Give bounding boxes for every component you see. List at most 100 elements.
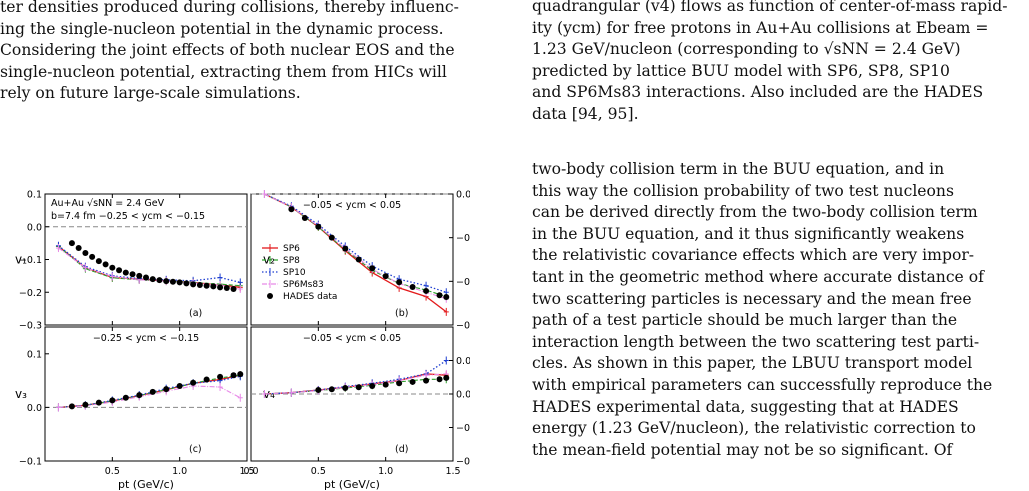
right-column-text: two-body collision term in the BUU equat… — [532, 159, 1026, 461]
hades-data-point — [409, 284, 416, 291]
hades-data-point — [203, 376, 210, 383]
text-line: energy (1.23 GeV/nucleon), the relativis… — [532, 419, 976, 438]
hades-data-point — [230, 372, 237, 379]
legend-hades-marker — [267, 293, 273, 299]
y-tick-label: −0.1 — [19, 255, 42, 266]
series-sp10-line — [264, 193, 447, 293]
y-axis-label: v₃ — [15, 387, 27, 401]
x-axis-label: pt (GeV/c) — [324, 478, 380, 491]
x-tick-label: 1.0 — [378, 466, 393, 477]
hades-data-point — [68, 240, 75, 247]
hades-data-point — [230, 285, 237, 292]
x-tick-label: 0.5 — [311, 466, 326, 477]
hades-data-point — [136, 392, 143, 399]
hades-data-point — [143, 274, 149, 281]
hades-data-point — [196, 282, 203, 289]
legend-label: SP8 — [283, 256, 300, 266]
text-line: interaction length between the two scatt… — [532, 332, 980, 351]
panel-tag: (b) — [395, 308, 408, 319]
hades-data-point — [223, 284, 230, 291]
y-tick-label: 0.0 — [27, 222, 42, 233]
y-tick-label: 0.1 — [27, 190, 42, 201]
hades-data-point — [169, 278, 176, 285]
caption-line: predicted by lattice BUU model with SP6,… — [532, 61, 950, 80]
annotation-text: Au+Au √sNN = 2.4 GeV — [51, 198, 165, 209]
legend-label: SP10 — [283, 268, 306, 278]
caption-line: data [94, 95]. — [532, 104, 639, 123]
caption-line: and SP6Ms83 interactions. Also included … — [532, 83, 984, 102]
panel-frame-c — [44, 326, 248, 462]
hades-data-point — [203, 282, 210, 289]
y-tick-label: −0.10 — [456, 457, 470, 468]
hades-data-point — [315, 223, 322, 230]
hades-data-point — [217, 373, 224, 380]
legend-label: HADES data — [283, 292, 337, 302]
y-tick-label: 0.05 — [456, 356, 470, 367]
panel-tag: (d) — [395, 444, 408, 455]
hades-data-point — [396, 380, 403, 387]
annotation-text: b=7.4 fm −0.25 < ycm < −0.15 — [51, 211, 205, 222]
caption-line: 1.23 GeV/nucleon (corresponding to √sNN … — [532, 40, 961, 59]
caption-line: quadrangular (v4) flows as function of c… — [532, 0, 1008, 15]
annotation-text: −0.05 < ycm < 0.05 — [303, 200, 401, 211]
caption-line: ity (ycm) for free protons in Au+Au coll… — [532, 18, 989, 37]
hades-data-point — [183, 280, 190, 287]
hades-data-point — [355, 256, 362, 263]
hades-data-point — [68, 403, 75, 410]
hades-data-point — [409, 378, 416, 385]
series-sp10-line — [58, 245, 241, 284]
hades-data-point — [210, 283, 217, 290]
hades-data-point — [369, 265, 376, 272]
y-tick-label: 0.00 — [456, 390, 470, 401]
hades-data-point — [163, 278, 170, 285]
hades-data-point — [436, 376, 443, 383]
hades-data-point — [75, 245, 82, 252]
text-line: in the BUU equation, and it thus signifi… — [532, 224, 965, 243]
y-tick-label: −0.1 — [19, 457, 42, 468]
hades-data-point — [122, 269, 129, 276]
hades-data-point — [190, 379, 197, 386]
text-line: with empirical parameters can successful… — [532, 375, 993, 394]
hades-data-point — [423, 287, 430, 294]
hades-data-point — [109, 264, 116, 271]
text-line: can be derived directly from the two-bod… — [532, 203, 978, 222]
series-sp6ms83-line — [58, 385, 241, 408]
text-line: cles. As shown in this paper, the LBUU t… — [532, 354, 973, 373]
hades-data-point — [116, 267, 123, 274]
hades-data-point — [342, 384, 349, 391]
text-line: Considering the joint effects of both nu… — [0, 41, 455, 60]
x-tick-label: 0.5 — [105, 466, 120, 477]
text-line: this way the collision probability of tw… — [532, 181, 954, 200]
text-line: path of a test particle should be much l… — [532, 311, 958, 330]
hades-data-point — [82, 401, 89, 408]
hades-data-point — [95, 399, 102, 406]
hades-data-point — [355, 384, 362, 391]
hades-data-point — [156, 277, 163, 284]
text-line: ter densities produced during collisions… — [0, 0, 459, 16]
y-axis-label: v₁ — [15, 253, 27, 267]
y-tick-label: −0.3 — [19, 321, 42, 332]
x-tick-label: 1.5 — [239, 466, 254, 477]
text-line: tant in the geometric method where accur… — [532, 267, 984, 286]
hades-data-point — [95, 258, 102, 265]
hades-data-point — [176, 382, 183, 389]
hades-data-point — [190, 281, 197, 288]
flow-figure: 0.1 0.0 −0.1 −0.2 −0.3 v₁ Au+Au √sNN = 2.4 GeV… — [15, 190, 470, 491]
hades-data-point — [443, 294, 450, 301]
hades-data-point — [436, 292, 443, 299]
hades-data-point — [382, 381, 389, 388]
hades-data-point — [82, 249, 89, 256]
hades-data-point — [149, 276, 156, 283]
text-line: HADES experimental data, suggesting that… — [532, 397, 959, 416]
hades-data-point — [328, 234, 335, 241]
hades-data-point — [301, 215, 308, 222]
hades-data-point — [328, 386, 335, 393]
x-tick-label: 1.5 — [445, 466, 460, 477]
panel-frame-b — [250, 193, 454, 326]
hades-data-point — [217, 284, 224, 291]
hades-data-point — [109, 397, 116, 404]
figure-caption: quadrangular (v4) flows as function of c… — [532, 0, 1026, 126]
text-line: two-body collision term in the BUU equat… — [532, 160, 945, 178]
hades-data-point — [129, 271, 136, 278]
y-tick-label: −0.1 — [456, 233, 470, 244]
